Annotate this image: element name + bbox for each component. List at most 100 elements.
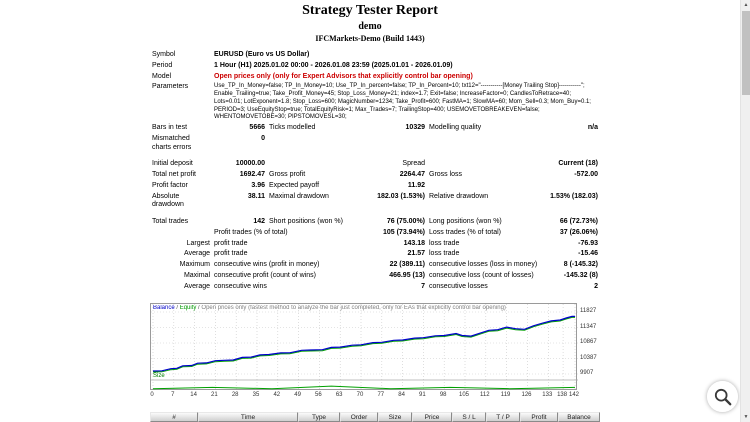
equity-line [152,316,575,373]
x-axis-label: 42 [273,392,281,398]
stat-cell: 10000.00 [235,160,265,168]
y-axis-labels: 9907 10387 10867 11347 11827 [579,303,600,390]
x-axis-labels: 0 7 14 21 28 35 42 49 56 63 70 77 84 91 98 105 112 119 126… [150,392,579,402]
x-axis-label: 0 [150,392,154,398]
x-axis-label: 49 [294,392,301,398]
stat-cell: n/a [587,124,598,132]
stat-cell: consecutive wins (profit in money) [214,261,320,269]
x-axis-label: 63 [335,392,343,398]
stat-cell: Maximum [179,261,210,269]
stat-cell: loss trade [429,250,460,258]
x-axis-label: 126 [521,392,532,398]
stat-cell: Profit trades (% of total) [214,228,288,236]
stat-cell: 7 [421,282,425,290]
stat-cell: 105 (73.94%) [382,228,425,236]
report-header: Strategy Tester Report demo IFCMarkets-D… [0,3,740,43]
stat-cell: 1692.47 [239,171,265,179]
stat-cell: Gross profit [269,171,306,179]
report-content: Strategy Tester Report demo IFCMarkets-D… [150,0,600,422]
balance-chart-svg [151,304,578,391]
scroll-down-button[interactable]: ▼ [743,414,749,420]
stat-cell: -145.32 (8) [563,271,598,279]
stat-cell: 10329 [405,124,425,132]
column-header-order: Order [340,412,378,422]
symbol-label: Symbol [152,51,176,58]
balance-line [152,315,575,372]
column-header-price: Price [412,412,452,422]
parameters-value: Use_TP_In_Money=false; TP_In_Money=10; U… [214,83,591,121]
period-label: Period [152,61,173,69]
x-axis-label: 28 [231,392,239,398]
magnifier-icon [714,388,731,405]
stat-cell: 11.92 [407,181,425,189]
column-header-type: Type [298,412,340,422]
size-line [152,385,576,390]
x-axis-label: 112 [480,392,490,398]
period-value: 1 Hour (H1) 2025.01.02 00:00 - 2026.01.0… [214,61,453,69]
x-axis-label: 77 [377,392,385,398]
scrollbar-thumb[interactable] [742,11,750,95]
column-header-size: Size [378,412,412,422]
symbol-value: EURUSD (Euro vs US Dollar) [214,51,310,58]
stat-cell [267,159,359,170]
stat-cell: consecutive losses [429,282,488,290]
stat-cell: Mismatched charts errors [152,134,192,151]
column-header-profit: Profit [520,412,558,422]
stat-cell [427,159,547,170]
size-axis-label: Size [153,373,165,379]
x-axis-label: 14 [190,392,197,398]
stat-cell: Average [184,250,210,258]
legend-separator-2: / [196,305,202,311]
stat-cell: 0 [261,134,265,142]
stat-cell: Absolute drawdown [152,192,184,209]
y-axis-label: 10867 [580,339,597,345]
stat-cell: 2 [594,282,598,290]
expert-name: demo [358,21,382,32]
legend-separator-1: / [174,305,180,311]
column-header-tp: T / P [486,412,520,422]
stat-cell: Current (18) [558,160,598,168]
stat-cell: 5666 [249,124,265,132]
balance-chart: Balance / Equity / Open prices only (fas… [150,303,600,403]
chart-plot-area: Balance / Equity / Open prices only (fas… [150,303,578,391]
server-build: IFCMarkets-Demo (Build 1443) [315,34,425,43]
stat-cell: 37 (26.06%) [559,228,598,236]
x-axis-label: 56 [315,392,322,398]
y-axis-label: 9907 [580,370,594,376]
stat-cell: 66 (72.73%) [559,218,598,226]
stat-cell: Gross loss [429,171,463,179]
stat-cell: 466.95 (13) [389,271,425,279]
stat-cell: Maximal [183,271,210,279]
stat-cell: 182.03 (1.53%) [377,192,425,200]
stat-cell: Relative drawdown [429,192,489,200]
model-value: Open prices only (only for Expert Adviso… [214,72,473,80]
legend-balance: Balance [153,305,175,311]
stat-cell: 2264.47 [399,171,425,179]
stat-cell: -76.93 [578,239,598,247]
stat-cell: 38.11 [247,192,265,200]
page-title: Strategy Tester Report [302,3,438,18]
stat-cell: -572.00 [574,171,598,179]
stat-cell: profit trade [214,250,248,258]
scroll-up-button[interactable]: ▲ [743,2,749,8]
x-axis-label: 84 [398,392,405,398]
zoom-button[interactable] [707,381,738,412]
column-header-sl: S / L [452,412,486,422]
stat-cell: 8 (-145.32) [563,261,598,269]
stat-cell: 1.53% (182.03) [550,192,598,200]
stat-cell: Average [184,282,210,290]
stat-cell: -15.46 [578,250,598,258]
legend-equity: Equity [179,305,197,311]
model-label: Model [152,72,172,80]
x-axis-label: 133 [542,392,553,398]
stat-cell: 76 (75.00%) [386,218,425,226]
stat-cell: 3.96 [251,181,265,189]
column-header-time: Time [198,412,298,422]
x-axis-label: 138 [557,392,568,398]
stat-cell: Ticks modelled [269,124,316,132]
y-axis-label: 11347 [580,323,597,330]
parameters-label: Parameters [152,83,189,91]
x-axis-label: 91 [419,392,426,398]
stat-cell: Loss trades (% of total) [429,228,501,236]
stats-table-body: Symbol EURUSD (Euro vs US Dollar) Period 1 … [150,50,600,292]
